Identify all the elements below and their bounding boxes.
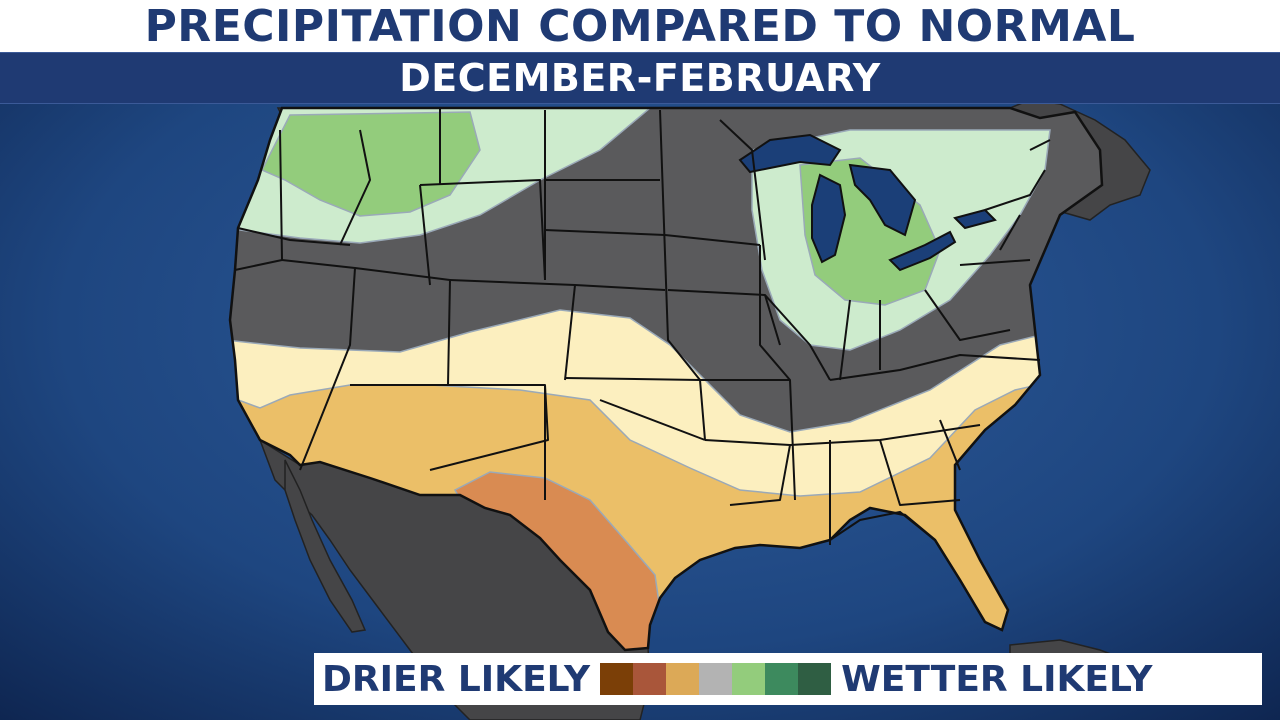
legend-color-scale <box>600 663 832 695</box>
wet-moderate-zone-northwest <box>260 111 481 217</box>
map-subtitle: DECEMBER-FEBRUARY <box>399 56 881 100</box>
lake-michigan <box>811 173 847 264</box>
baja-peninsula <box>284 459 367 633</box>
legend-swatch <box>633 663 667 695</box>
great-lakes <box>738 133 997 272</box>
title-bar: PRECIPITATION COMPARED TO NORMAL <box>0 0 1280 52</box>
lake-ontario <box>953 208 997 230</box>
lake-huron <box>848 163 917 237</box>
legend-swatch <box>600 663 634 695</box>
legend-swatch <box>666 663 700 695</box>
map-title: PRECIPITATION COMPARED TO NORMAL <box>144 0 1136 52</box>
lake-erie <box>888 230 957 272</box>
legend-swatch <box>732 663 766 695</box>
legend-drier-label: DRIER LIKELY <box>322 658 591 700</box>
legend: DRIER LIKELY WETTER LIKELY <box>314 653 1262 705</box>
state-borders <box>234 108 1051 545</box>
legend-swatch <box>699 663 733 695</box>
legend-wetter-label: WETTER LIKELY <box>841 658 1153 700</box>
lake-superior <box>738 133 842 174</box>
subtitle-bar: DECEMBER-FEBRUARY <box>0 52 1280 104</box>
legend-swatch <box>798 663 832 695</box>
legend-swatch <box>765 663 799 695</box>
